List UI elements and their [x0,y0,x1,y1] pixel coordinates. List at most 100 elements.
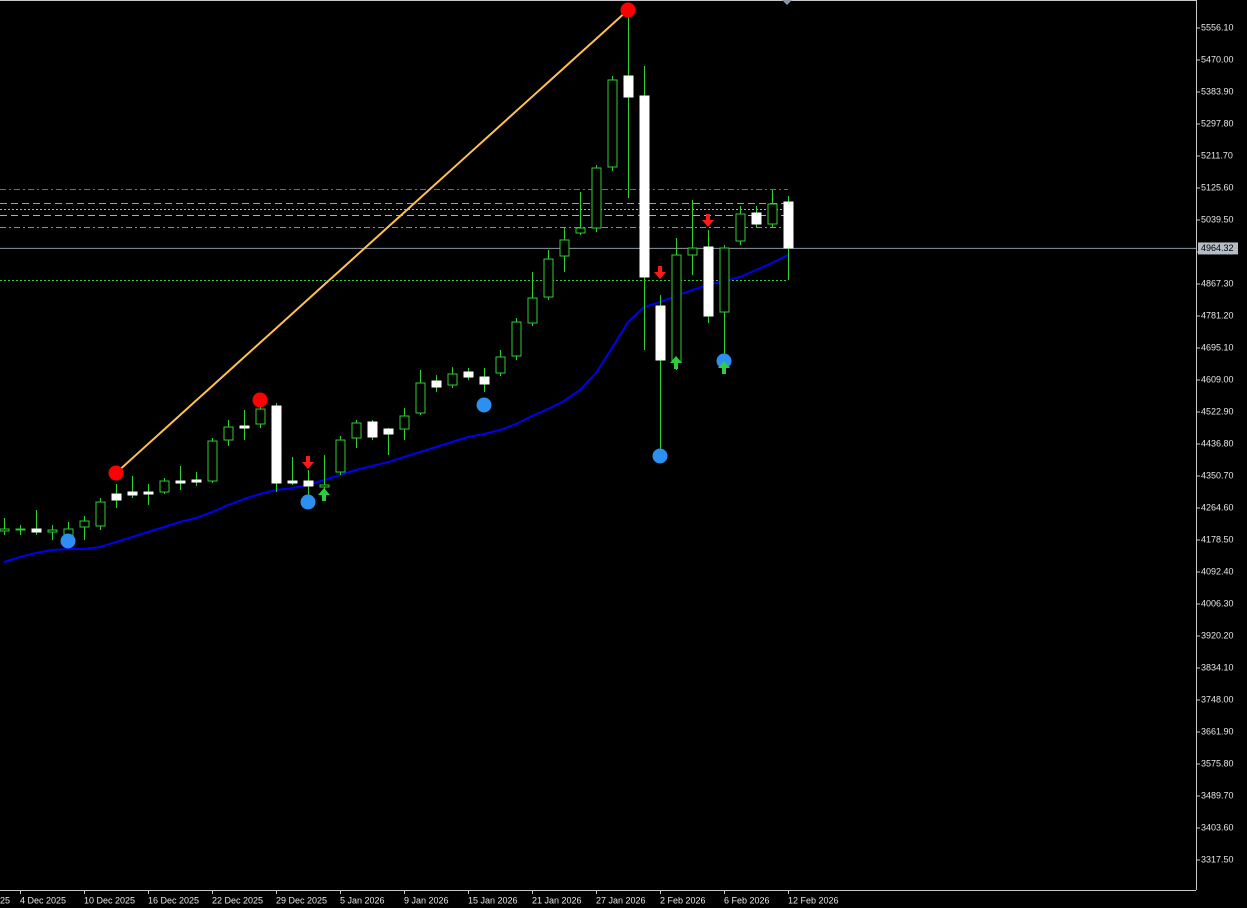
swing-high-dot [620,2,636,18]
y-tick-label: 4006.30 [1201,598,1234,608]
candle-body [463,371,474,378]
y-tick-label: 4264.60 [1201,502,1234,512]
candle-body [527,297,538,324]
x-tick-label: 29 Dec 2025 [276,895,327,905]
x-tick-label: 4 Dec 2025 [20,895,66,905]
candle-body [175,480,186,484]
x-tick-label: 10 Dec 2025 [84,895,135,905]
y-tick-label: 5039.50 [1201,214,1234,224]
x-tick-label: 25 [0,895,10,905]
y-tick-label: 5383.90 [1201,86,1234,96]
candle-body [719,247,730,313]
swing-high-dot [252,392,268,408]
y-tick-label: 3489.70 [1201,790,1234,800]
candle-body [255,408,266,425]
candle-body [671,254,682,363]
y-tick-label: 3575.80 [1201,758,1234,768]
buy-arrow [670,355,682,369]
candle-body [767,203,778,225]
candle-body [415,382,426,414]
y-tick-label: 3920.20 [1201,630,1234,640]
candle-body [607,79,618,168]
candle-body [447,373,458,386]
candle-body [511,321,522,357]
shift-marker [782,0,792,5]
x-tick-label: 16 Dec 2025 [148,895,199,905]
swing-low-dot [476,397,492,413]
candle-body [639,95,650,278]
candle-body [351,422,362,439]
y-tick-label: 4522.90 [1201,406,1234,416]
x-tick-label: 2 Feb 2026 [660,895,706,905]
candle-body [319,484,330,488]
candle-body [0,528,10,532]
last-price-label: 4964.32 [1201,243,1234,253]
y-tick-label: 3317.50 [1201,854,1234,864]
candle-body [159,480,170,493]
y-tick-label: 5470.00 [1201,54,1234,64]
y-tick-label: 4781.20 [1201,310,1234,320]
candle-body [735,213,746,242]
candle-body [783,201,794,249]
candle-body [287,480,298,484]
y-tick-label: 3834.10 [1201,662,1234,672]
sell-arrow [654,265,666,279]
candle-body [303,480,314,487]
last-price-box [1198,242,1238,255]
y-tick-label: 5125.60 [1201,182,1234,192]
x-tick-label: 15 Jan 2026 [468,895,518,905]
candle-body [479,376,490,385]
candle-body [703,246,714,317]
candle-body [399,415,410,430]
y-tick-label: 4092.40 [1201,566,1234,576]
candle-body [623,75,634,98]
sell-arrow [702,214,714,228]
swing-low-dot [716,353,732,369]
candle-body [223,426,234,441]
candle-body [127,491,138,496]
candle-body [111,493,122,501]
candle-body [495,356,506,374]
y-tick-label: 4436.80 [1201,438,1234,448]
candle-body [367,421,378,438]
x-tick-label: 5 Jan 2026 [340,895,385,905]
candle-body [575,227,586,234]
candle-body [431,380,442,388]
buy-arrow [318,488,330,502]
swing-high-dot [108,465,124,481]
candle-body [79,520,90,528]
candle-body [143,491,154,495]
buy-arrow [718,361,730,375]
candle-body [207,440,218,482]
x-tick-label: 9 Jan 2026 [404,895,449,905]
swing-low-dot [652,448,668,464]
y-tick-label: 5297.80 [1201,118,1234,128]
swing-low-dot [60,533,76,549]
y-tick-label: 4867.30 [1201,278,1234,288]
x-tick-label: 27 Jan 2026 [596,895,646,905]
y-tick-label: 4350.70 [1201,470,1234,480]
candle-body [591,167,602,229]
y-tick-label: 4695.10 [1201,342,1234,352]
candle-body [559,239,570,257]
candle-body [239,425,250,429]
candle-body [15,528,26,531]
candle-body [47,529,58,533]
x-tick-label: 12 Feb 2026 [788,895,839,905]
candle-body [543,258,554,298]
candle-body [751,212,762,225]
x-tick-label: 21 Jan 2026 [532,895,582,905]
y-tick-label: 3661.90 [1201,726,1234,736]
candle-body [383,428,394,435]
candle-body [31,528,42,533]
candle-body [191,479,202,483]
candle-body [271,405,282,484]
candle-body [655,305,666,361]
y-tick-label: 4609.00 [1201,374,1234,384]
x-tick-label: 6 Feb 2026 [724,895,770,905]
y-tick-label: 3748.00 [1201,694,1234,704]
candle-body [687,247,698,256]
